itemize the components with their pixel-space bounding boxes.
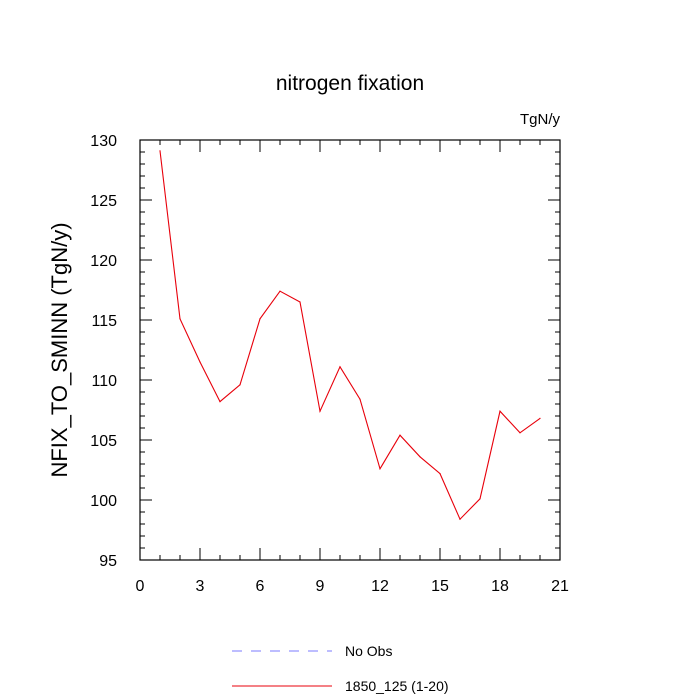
data-point <box>239 384 241 386</box>
data-point <box>399 434 401 436</box>
x-tick-label: 3 <box>196 578 205 595</box>
data-point <box>159 150 161 152</box>
y-tick-label: 95 <box>99 553 117 570</box>
y-tick-label: 105 <box>90 433 117 450</box>
data-point <box>259 318 261 320</box>
axis-ticks <box>139 139 561 561</box>
data-point <box>279 290 281 292</box>
x-tick-label: 0 <box>136 578 145 595</box>
legend-label-1850-125: 1850_125 (1-20) <box>345 678 449 694</box>
x-tick-label: 9 <box>316 578 325 595</box>
axis-tick-labels: 0 3 6 9 12 15 18 21 95 100 105 110 115 120 125 130 <box>90 133 569 595</box>
data-point <box>519 432 521 434</box>
data-point <box>419 456 421 458</box>
plot-frame <box>139 139 561 561</box>
x-tick-label: 15 <box>431 578 449 595</box>
legend-label-no-obs: No Obs <box>345 643 392 659</box>
y-tick-label: 130 <box>90 133 117 150</box>
data-point <box>339 366 341 368</box>
data-point <box>219 401 221 403</box>
data-point <box>299 301 301 303</box>
x-tick-label: 6 <box>256 578 265 595</box>
legend: No Obs 1850_125 (1-20) <box>232 643 449 694</box>
y-axis-label: NFIX_TO_SMINN (TgN/y) <box>47 222 72 477</box>
data-point <box>539 417 541 419</box>
y-tick-label: 110 <box>91 373 117 390</box>
y-tick-label: 120 <box>90 253 117 270</box>
series-layer <box>159 150 541 521</box>
y-tick-label: 100 <box>90 493 117 510</box>
series-line-0 <box>159 150 541 521</box>
data-point <box>479 498 481 500</box>
x-tick-label: 12 <box>371 578 389 595</box>
data-point <box>499 410 501 412</box>
x-tick-label: 21 <box>551 578 569 595</box>
data-point <box>319 410 321 412</box>
data-point <box>199 361 201 363</box>
data-point <box>379 468 381 470</box>
x-tick-label: 18 <box>491 578 509 595</box>
y-tick-label: 115 <box>91 313 117 330</box>
chart-title: nitrogen fixation <box>276 72 424 95</box>
data-point <box>439 473 441 475</box>
y-tick-label: 125 <box>90 193 117 210</box>
data-point <box>459 518 461 520</box>
data-point <box>179 318 181 320</box>
units-label: TgN/y <box>520 111 561 128</box>
data-point <box>359 398 361 400</box>
